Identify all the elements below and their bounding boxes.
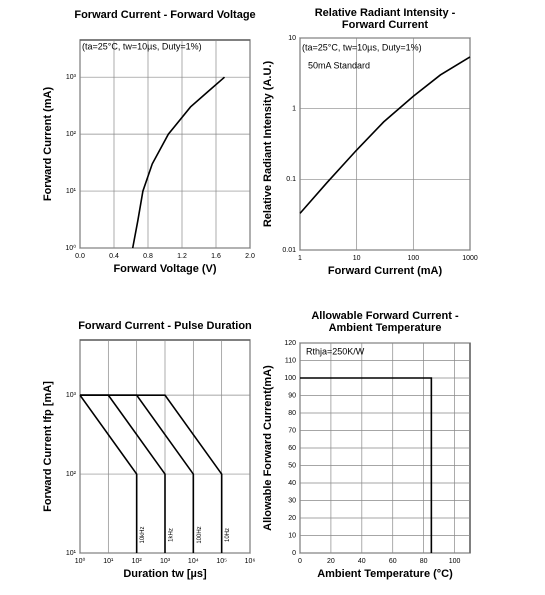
data-line bbox=[80, 394, 223, 553]
y-tick-label: 10⁰ bbox=[65, 244, 76, 252]
x-axis-label: Forward Current (mA) bbox=[328, 265, 443, 277]
y-axis-label: Relative Radiant Intensity (A.U.) bbox=[262, 61, 274, 228]
y-tick-label: 40 bbox=[288, 480, 296, 487]
x-tick-label: 20 bbox=[327, 558, 335, 565]
plot-frame bbox=[79, 39, 251, 249]
y-tick-label: 70 bbox=[288, 427, 296, 434]
y-tick-label: 0.1 bbox=[286, 176, 296, 183]
y-tick-label: 0 bbox=[292, 550, 296, 557]
data-line bbox=[299, 56, 471, 214]
series-label: 10kHz bbox=[140, 526, 146, 543]
chart-title: Allowable Forward Current - bbox=[311, 310, 459, 322]
y-axis-label: Allowable Forward Current(mA) bbox=[262, 365, 274, 531]
x-tick-label: 10⁴ bbox=[188, 558, 199, 565]
chart-title: Relative Radiant Intensity - bbox=[315, 7, 456, 19]
data-line bbox=[131, 76, 226, 249]
x-tick-label: 1 bbox=[298, 255, 302, 262]
y-tick-label: 10³ bbox=[66, 392, 77, 399]
x-tick-label: 10³ bbox=[160, 558, 171, 565]
x-tick-label: 1000 bbox=[462, 255, 478, 262]
y-tick-label: 100 bbox=[284, 375, 296, 382]
data-line bbox=[300, 377, 433, 553]
data-line bbox=[79, 394, 138, 553]
x-tick-label: 80 bbox=[420, 558, 428, 565]
y-tick-label: 10¹ bbox=[66, 550, 77, 557]
y-tick-label: 10² bbox=[66, 131, 77, 138]
series-label: 1kHz bbox=[169, 528, 175, 542]
y-tick-label: 120 bbox=[284, 340, 296, 347]
y-tick-label: 10 bbox=[288, 532, 296, 539]
x-axis-label: Duration tw [µs] bbox=[123, 568, 207, 580]
series-label: 10Hz bbox=[225, 528, 231, 542]
x-tick-label: 40 bbox=[358, 558, 366, 565]
chart-title: Forward Current bbox=[342, 19, 429, 31]
annotation: Rthja=250K/W bbox=[306, 346, 365, 356]
series-label: 100Hz bbox=[197, 526, 203, 543]
x-tick-label: 100 bbox=[407, 255, 419, 262]
y-tick-label: 20 bbox=[288, 515, 296, 522]
x-tick-label: 2.0 bbox=[245, 253, 255, 260]
annotation: 50mA Standard bbox=[308, 60, 370, 70]
x-tick-label: 10⁵ bbox=[216, 558, 227, 565]
x-tick-label: 60 bbox=[389, 558, 397, 565]
x-tick-label: 0.0 bbox=[75, 253, 85, 260]
y-tick-label: 50 bbox=[288, 462, 296, 469]
y-tick-label: 0.01 bbox=[282, 247, 296, 254]
chart-title: Forward Current - Pulse Duration bbox=[78, 320, 252, 332]
x-tick-label: 1.2 bbox=[177, 253, 187, 260]
y-tick-label: 10² bbox=[66, 471, 77, 478]
chart-title: Ambient Temperature bbox=[329, 322, 442, 334]
x-tick-label: 10⁶ bbox=[245, 558, 256, 565]
x-tick-label: 10¹ bbox=[103, 558, 114, 565]
x-tick-label: 10 bbox=[353, 255, 361, 262]
annotation: (ta=25°C, tw=10µs, Duty=1%) bbox=[302, 42, 422, 52]
y-tick-label: 110 bbox=[285, 357, 296, 364]
x-tick-label: 1.6 bbox=[211, 253, 221, 260]
chart-title: Forward Current - Forward Voltage bbox=[74, 9, 255, 21]
y-tick-label: 90 bbox=[288, 392, 296, 399]
y-tick-label: 1 bbox=[292, 106, 296, 113]
y-tick-label: 60 bbox=[288, 445, 296, 452]
x-tick-label: 10⁰ bbox=[75, 557, 86, 565]
y-axis-label: Forward Current (mA) bbox=[42, 87, 54, 202]
y-tick-label: 10 bbox=[288, 35, 296, 42]
x-tick-label: 0 bbox=[298, 558, 302, 565]
x-axis-label: Forward Voltage (V) bbox=[113, 263, 216, 275]
y-tick-label: 10³ bbox=[66, 74, 77, 81]
y-axis-label: Forward Current Ifp [mA] bbox=[42, 381, 54, 512]
y-tick-label: 30 bbox=[288, 497, 296, 504]
x-tick-label: 0.4 bbox=[109, 253, 119, 260]
y-tick-label: 80 bbox=[288, 410, 296, 417]
x-axis-label: Ambient Temperature (°C) bbox=[317, 568, 453, 580]
annotation: (ta=25°C, tw=10µs, Duty=1%) bbox=[82, 41, 202, 51]
x-tick-label: 100 bbox=[449, 558, 461, 565]
y-tick-label: 10¹ bbox=[66, 188, 77, 195]
x-tick-label: 0.8 bbox=[143, 253, 153, 260]
x-tick-label: 10² bbox=[132, 558, 143, 565]
